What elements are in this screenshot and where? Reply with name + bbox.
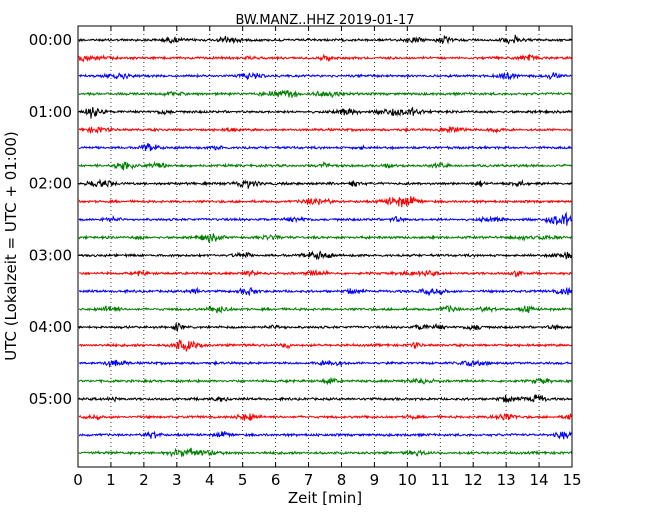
trace-5 xyxy=(78,126,572,135)
y-tick-label-3: 03:00 xyxy=(29,246,72,264)
trace-0 xyxy=(78,34,572,45)
trace-9 xyxy=(78,196,572,208)
y-axis-label: UTC (Lokalzeit = UTC + 01:00) xyxy=(2,131,20,361)
trace-3 xyxy=(78,89,572,99)
x-tick-label-9: 9 xyxy=(370,471,380,489)
trace-20 xyxy=(78,393,573,404)
x-axis-label: Zeit [min] xyxy=(288,489,362,507)
x-tick-label-7: 7 xyxy=(304,471,314,489)
x-tick-label-8: 8 xyxy=(337,471,347,489)
x-tick-label-3: 3 xyxy=(172,471,182,489)
y-axis-ticks: 00:00 01:00 02:00 03:00 04:00 05:00 xyxy=(29,31,572,408)
x-tick-label-1: 1 xyxy=(106,471,116,489)
trace-4 xyxy=(78,106,573,119)
x-tick-label-13: 13 xyxy=(497,471,516,489)
trace-7 xyxy=(78,160,572,171)
y-tick-label-5: 05:00 xyxy=(29,390,72,408)
trace-6 xyxy=(78,142,572,152)
x-tick-label-10: 10 xyxy=(398,471,417,489)
trace-13 xyxy=(78,268,572,278)
y-tick-label-2: 02:00 xyxy=(29,175,72,193)
trace-23 xyxy=(78,447,573,457)
trace-10 xyxy=(78,211,572,226)
x-tick-label-11: 11 xyxy=(431,471,450,489)
x-tick-label-6: 6 xyxy=(271,471,281,489)
vertical-grid xyxy=(110,26,540,467)
y-tick-label-0: 00:00 xyxy=(29,31,72,49)
x-tick-label-5: 5 xyxy=(238,471,248,489)
trace-11 xyxy=(78,233,572,244)
chart-title: BW.MANZ..HHZ 2019-01-17 xyxy=(235,13,414,28)
x-tick-label-0: 0 xyxy=(73,471,83,489)
trace-12 xyxy=(78,250,573,260)
trace-15 xyxy=(78,305,572,314)
y-tick-label-4: 04:00 xyxy=(29,318,72,336)
x-tick-label-2: 2 xyxy=(139,471,149,489)
x-tick-label-12: 12 xyxy=(464,471,483,489)
x-axis-ticks: 0 1 2 3 4 5 6 7 8 9 10 11 12 13 14 15 xyxy=(73,26,582,489)
trace-22 xyxy=(78,430,572,440)
x-tick-label-15: 15 xyxy=(562,471,581,489)
trace-2 xyxy=(78,71,572,81)
trace-19 xyxy=(78,377,572,386)
seismic-traces xyxy=(78,34,573,457)
y-tick-label-1: 01:00 xyxy=(29,103,72,121)
trace-8 xyxy=(78,178,572,189)
trace-18 xyxy=(78,359,572,368)
trace-17 xyxy=(78,338,572,352)
trace-21 xyxy=(78,413,572,422)
trace-14 xyxy=(78,286,573,297)
x-tick-label-4: 4 xyxy=(205,471,215,489)
plot-frame xyxy=(77,25,573,468)
x-tick-label-14: 14 xyxy=(530,471,549,489)
trace-1 xyxy=(78,53,573,63)
trace-16 xyxy=(78,322,572,333)
